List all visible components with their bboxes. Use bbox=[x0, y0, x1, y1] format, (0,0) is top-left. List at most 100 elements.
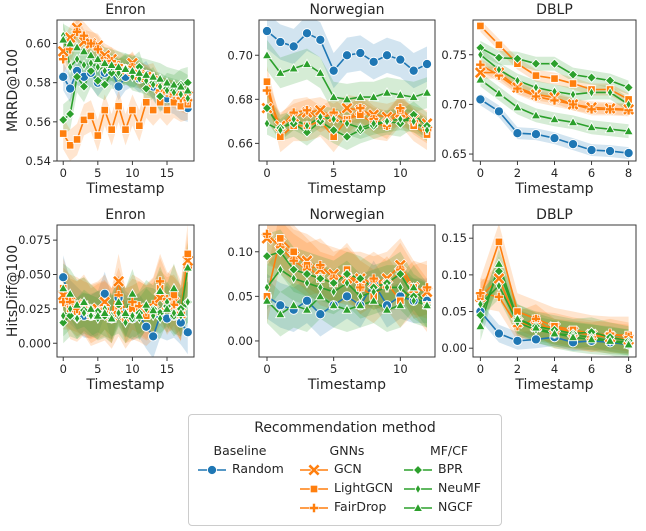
data-point-random bbox=[288, 41, 299, 52]
y-tick-label: 0.050 bbox=[18, 268, 51, 282]
data-point-neumf bbox=[122, 317, 129, 329]
data-point-random bbox=[530, 334, 542, 345]
x-tick-label: 0 bbox=[477, 362, 484, 376]
data-point-random bbox=[475, 94, 486, 105]
data-point-lightgcn bbox=[276, 234, 285, 243]
data-point-neumf bbox=[410, 115, 417, 127]
legend-entry-random: Random bbox=[197, 459, 284, 478]
data-point-random bbox=[605, 146, 616, 157]
data-point-ngcf bbox=[354, 91, 366, 102]
data-point-lightgcn bbox=[65, 141, 75, 150]
data-point-bpr bbox=[355, 273, 366, 284]
data-point-lightgcn bbox=[289, 247, 298, 256]
data-point-ngcf bbox=[154, 285, 166, 295]
data-point-neumf bbox=[397, 113, 404, 125]
data-point-ngcf bbox=[354, 299, 366, 310]
data-point-neumf bbox=[66, 303, 74, 315]
data-point-lightgcn bbox=[107, 125, 116, 134]
data-point-ngcf bbox=[57, 282, 69, 293]
data-point-fairdrop bbox=[288, 255, 299, 266]
data-point-ngcf bbox=[288, 299, 300, 310]
data-point-random bbox=[381, 50, 393, 61]
x-tick-label: 10 bbox=[125, 166, 140, 180]
data-point-fairdrop bbox=[58, 54, 69, 65]
data-point-ngcf bbox=[261, 295, 273, 305]
data-point-ngcf bbox=[604, 123, 616, 134]
data-point-gcn bbox=[99, 296, 111, 308]
data-point-neumf bbox=[477, 298, 484, 310]
data-point-ngcf bbox=[147, 71, 159, 81]
x-tick-label: 5 bbox=[330, 362, 337, 376]
data-point-bpr bbox=[275, 246, 286, 257]
data-point-ngcf bbox=[341, 304, 353, 314]
x-axis-label: Timestamp bbox=[85, 377, 164, 393]
y-axis-label: HitsDiff@100 bbox=[5, 245, 21, 337]
x-tick-label: 2 bbox=[514, 166, 521, 180]
x-axis-label: Timestamp bbox=[307, 377, 386, 393]
data-point-ngcf bbox=[106, 312, 118, 323]
data-point-random bbox=[315, 34, 326, 45]
data-point-fairdrop bbox=[155, 276, 165, 287]
data-point-bpr bbox=[92, 75, 104, 86]
data-point-fairdrop bbox=[494, 291, 504, 302]
data-point-ngcf bbox=[549, 328, 560, 338]
data-point-random bbox=[148, 331, 159, 342]
data-point-neumf bbox=[370, 118, 377, 130]
data-point-ngcf bbox=[92, 310, 104, 320]
data-point-ngcf bbox=[168, 282, 180, 293]
plot-area bbox=[57, 225, 194, 357]
data-point-fairdrop bbox=[623, 105, 634, 116]
data-point-neumf bbox=[263, 118, 271, 130]
data-point-random bbox=[275, 300, 286, 311]
data-point-lightgcn bbox=[476, 21, 485, 31]
panel-title: Norwegian bbox=[309, 207, 384, 223]
data-point-bpr bbox=[64, 310, 76, 321]
data-point-random bbox=[355, 47, 366, 59]
data-point-ngcf bbox=[85, 49, 97, 60]
data-point-random bbox=[141, 321, 152, 332]
y-tick-label: 0.025 bbox=[18, 302, 51, 316]
legend-entry-lightgcn: LightGCN bbox=[299, 478, 395, 497]
data-point-gcn bbox=[113, 275, 125, 287]
data-point-random bbox=[368, 56, 379, 67]
data-point-gcn bbox=[314, 104, 326, 116]
y-tick-label: 0.00 bbox=[441, 341, 467, 355]
data-point-bpr bbox=[493, 52, 505, 63]
data-point-neumf bbox=[606, 87, 614, 98]
data-point-ngcf bbox=[127, 65, 138, 75]
x-tick-label: 4 bbox=[551, 362, 558, 376]
y-tick-label: 0.10 bbox=[227, 245, 253, 259]
y-tick-label: 0.15 bbox=[441, 231, 467, 245]
data-point-random bbox=[182, 327, 193, 338]
data-point-ngcf bbox=[493, 87, 505, 98]
data-point-lightgcn bbox=[59, 129, 68, 138]
data-point-random bbox=[421, 59, 433, 70]
data-point-ngcf bbox=[274, 308, 286, 319]
data-point-neumf bbox=[330, 286, 337, 298]
legend-entry-neumf: NeuMF bbox=[403, 478, 495, 497]
legend-marker bbox=[412, 464, 424, 475]
data-point-ngcf bbox=[57, 34, 69, 44]
panel-title: DBLP bbox=[536, 207, 573, 223]
data-point-ngcf bbox=[161, 77, 173, 87]
x-tick-label: 0 bbox=[263, 362, 270, 376]
data-point-ngcf bbox=[586, 121, 597, 132]
data-point-ngcf bbox=[530, 322, 542, 332]
data-point-ngcf bbox=[394, 299, 406, 310]
data-point-neumf bbox=[514, 75, 521, 87]
data-point-gcn bbox=[493, 273, 505, 285]
legend-group-gnns: GNNs GCN LightGCN FairDrop bbox=[299, 442, 395, 516]
x-tick-label: 4 bbox=[551, 166, 558, 180]
x-tick-label: 0 bbox=[477, 166, 484, 180]
data-point-fairdrop bbox=[586, 104, 597, 115]
data-point-lightgcn bbox=[142, 98, 151, 107]
data-point-bpr bbox=[395, 268, 406, 280]
data-point-ngcf bbox=[549, 113, 560, 124]
panel-title: Enron bbox=[105, 2, 146, 18]
data-point-neumf bbox=[290, 113, 297, 125]
legend-group-title: Baseline bbox=[213, 443, 267, 458]
data-point-neumf bbox=[73, 53, 81, 65]
data-point-random bbox=[530, 129, 542, 140]
axes-frame bbox=[258, 19, 436, 162]
axes-frame bbox=[56, 19, 195, 162]
